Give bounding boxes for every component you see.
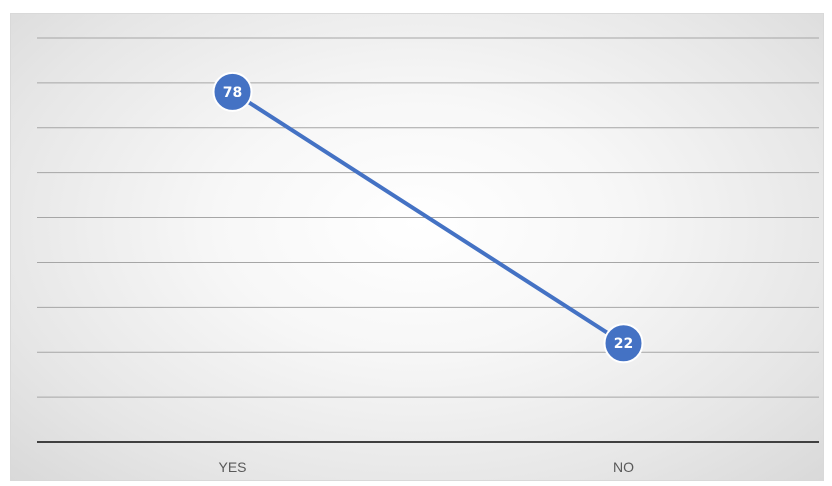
data-label: 78 bbox=[223, 85, 242, 101]
x-tick-label: NO bbox=[613, 459, 634, 475]
data-label: 22 bbox=[614, 336, 633, 352]
data-point-marker bbox=[212, 71, 253, 112]
chart-area: YES NO 78 22 bbox=[10, 13, 824, 481]
series-line bbox=[230, 89, 626, 346]
line-chart: YES NO 78 22 bbox=[37, 37, 819, 475]
x-tick-label: YES bbox=[218, 459, 246, 475]
data-point-marker bbox=[603, 323, 644, 364]
